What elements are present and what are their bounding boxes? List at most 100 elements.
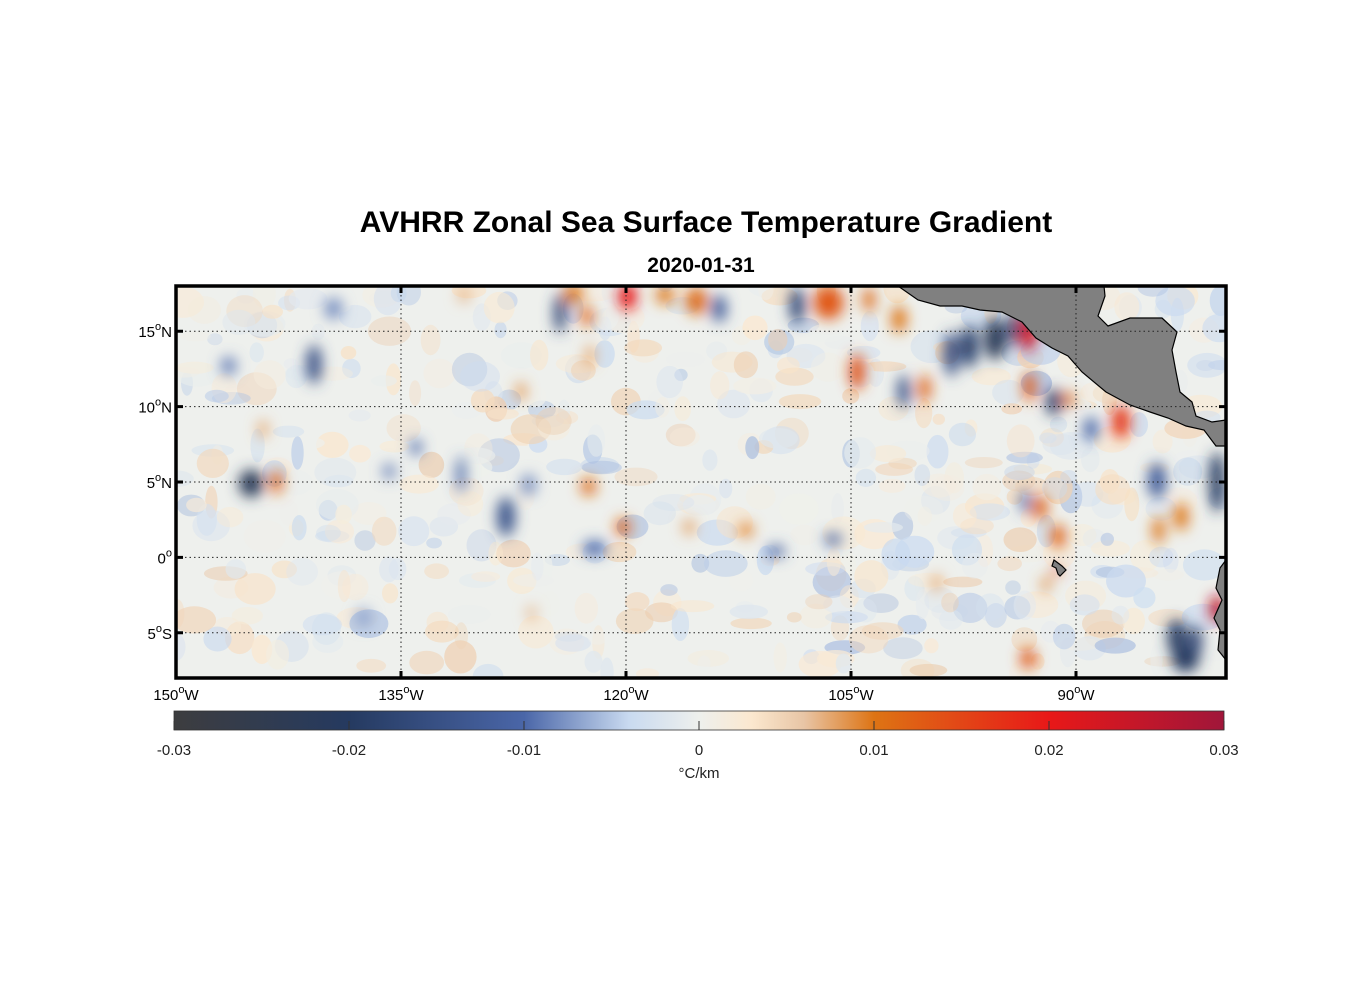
texture-blob	[1149, 546, 1174, 568]
texture-blob	[340, 346, 357, 360]
negative-gradient-feature	[1167, 619, 1186, 656]
texture-blob	[1005, 580, 1021, 595]
negative-gradient-feature	[960, 325, 979, 368]
texture-blob	[1209, 286, 1226, 316]
lat-tick-label: 5oS	[148, 623, 172, 643]
texture-blob	[1006, 489, 1023, 505]
positive-gradient-feature	[686, 287, 707, 315]
texture-blob	[388, 558, 407, 581]
texture-blob	[225, 559, 247, 579]
positive-gradient-feature	[849, 353, 865, 390]
texture-blob	[719, 478, 733, 499]
texture-blob	[759, 428, 798, 449]
texture-blob	[409, 650, 445, 675]
texture-blob	[399, 474, 439, 494]
texture-blob	[1155, 286, 1195, 317]
texture-blob	[733, 377, 777, 395]
negative-gradient-feature	[984, 317, 1006, 360]
texture-blob	[593, 302, 619, 331]
texture-blob	[624, 592, 650, 612]
texture-blob	[964, 457, 1003, 469]
texture-blob	[176, 633, 186, 661]
texture-blob	[531, 552, 544, 581]
texture-blob	[187, 296, 221, 324]
texture-blob	[494, 321, 507, 339]
texture-blob	[1145, 496, 1177, 521]
texture-blob	[1124, 487, 1140, 522]
texture-blob	[808, 323, 845, 343]
land-central-america	[896, 286, 1226, 447]
texture-blob	[487, 408, 519, 420]
colorbar-tick-label: -0.01	[507, 742, 541, 759]
texture-blob	[926, 434, 949, 469]
texture-blob	[869, 445, 907, 463]
colorbar: -0.03 -0.02 -0.01 0 0.01 0.02 0.03 °C/km	[157, 710, 1239, 782]
texture-blob	[1208, 360, 1226, 371]
positive-gradient-feature	[615, 518, 631, 537]
texture-blob	[761, 287, 798, 306]
texture-blob	[231, 607, 263, 625]
positive-gradient-feature	[1041, 577, 1051, 592]
texture-blob	[1173, 457, 1203, 486]
positive-gradient-feature	[918, 374, 931, 403]
texture-blob	[665, 423, 696, 447]
texture-blob	[878, 478, 906, 493]
texture-blob	[1129, 412, 1148, 437]
negative-gradient-feature	[497, 497, 515, 537]
texture-blob	[891, 511, 914, 540]
texture-blob	[952, 503, 977, 529]
colorbar-tick-label: 0	[695, 742, 703, 759]
positive-gradient-feature	[1173, 503, 1189, 531]
texture-blob	[602, 541, 637, 563]
texture-blob	[196, 503, 217, 536]
texture-blob	[1178, 455, 1218, 480]
texture-blob	[225, 621, 255, 655]
texture-blob	[587, 424, 606, 457]
texture-blob	[669, 427, 700, 448]
texture-blob	[831, 493, 844, 524]
texture-blob	[472, 663, 504, 678]
texture-blob	[969, 503, 1011, 521]
texture-blob	[1042, 539, 1076, 570]
texture-blob	[176, 361, 214, 374]
texture-blob	[507, 567, 537, 594]
texture-blob	[835, 653, 852, 674]
texture-blob	[758, 286, 774, 301]
texture-blob	[682, 494, 717, 516]
texture-blob	[997, 556, 1022, 572]
texture-blob	[1130, 540, 1161, 572]
texture-blob	[691, 553, 710, 573]
texture-blob	[897, 614, 927, 635]
texture-blob	[546, 458, 583, 476]
texture-blob	[390, 286, 407, 303]
texture-blob	[186, 497, 207, 513]
positive-gradient-feature	[1112, 405, 1130, 439]
texture-blob	[460, 361, 500, 392]
texture-blob	[371, 375, 397, 387]
texture-blob	[418, 451, 445, 478]
texture-blob	[288, 288, 328, 310]
texture-blob	[643, 501, 676, 526]
texture-blob	[1106, 564, 1146, 598]
texture-blob	[1067, 523, 1097, 547]
texture-blob	[581, 460, 622, 475]
texture-blob	[342, 573, 369, 601]
positive-gradient-feature	[683, 519, 695, 535]
colorbar-tick-label: 0.03	[1209, 742, 1238, 759]
texture-blob	[805, 594, 833, 610]
texture-blob	[398, 516, 430, 547]
texture-blob	[1122, 607, 1145, 635]
texture-blob	[1082, 609, 1125, 638]
texture-blob	[348, 409, 371, 422]
texture-blob	[1006, 451, 1043, 464]
texture-blob	[382, 583, 399, 604]
colorbar-label: °C/km	[679, 765, 720, 782]
texture-blob	[921, 486, 951, 515]
texture-blob	[924, 638, 939, 654]
texture-blob	[192, 509, 230, 542]
texture-blob	[291, 436, 304, 470]
negative-gradient-feature	[1046, 388, 1061, 416]
texture-blob	[1042, 433, 1078, 456]
texture-blob	[909, 663, 948, 677]
texture-blob	[471, 571, 501, 582]
